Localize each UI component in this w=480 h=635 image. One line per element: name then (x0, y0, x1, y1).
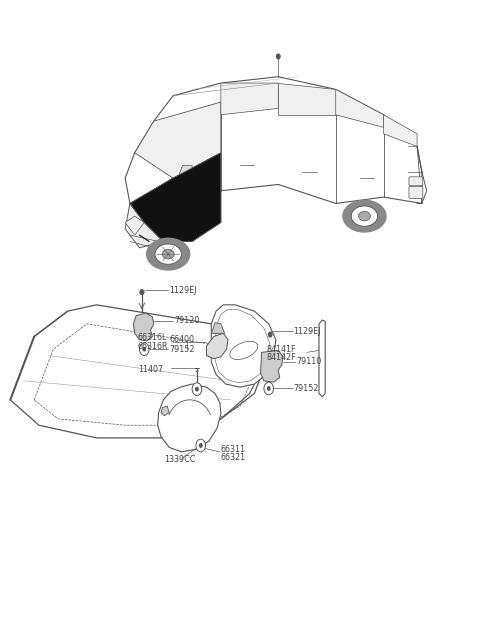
Polygon shape (10, 305, 269, 438)
Ellipse shape (230, 342, 258, 359)
Polygon shape (206, 333, 228, 359)
Circle shape (195, 387, 198, 391)
FancyBboxPatch shape (409, 177, 423, 185)
Polygon shape (161, 406, 169, 416)
Polygon shape (336, 90, 384, 128)
Text: 66400: 66400 (169, 335, 195, 344)
Circle shape (267, 387, 270, 391)
Circle shape (143, 347, 146, 351)
Ellipse shape (162, 250, 174, 259)
Polygon shape (211, 305, 276, 387)
Text: 84142F: 84142F (266, 353, 296, 362)
Text: 11407: 11407 (138, 365, 163, 374)
Polygon shape (278, 83, 336, 115)
Circle shape (199, 444, 202, 448)
Text: 66316L: 66316L (137, 333, 167, 342)
Ellipse shape (359, 211, 371, 221)
Circle shape (268, 332, 272, 337)
Polygon shape (319, 320, 325, 397)
Text: 79152: 79152 (294, 384, 319, 393)
Text: 66316R: 66316R (137, 342, 168, 351)
Text: 66311: 66311 (221, 444, 246, 454)
FancyBboxPatch shape (409, 186, 423, 198)
Circle shape (264, 382, 274, 395)
Polygon shape (221, 83, 278, 115)
Ellipse shape (351, 206, 378, 226)
Circle shape (140, 343, 149, 356)
Ellipse shape (147, 238, 190, 270)
Text: 1339CC: 1339CC (164, 455, 196, 464)
Circle shape (276, 54, 280, 59)
Text: 84141F: 84141F (266, 345, 296, 354)
Polygon shape (133, 313, 154, 341)
Circle shape (192, 383, 202, 396)
Polygon shape (130, 153, 221, 241)
Polygon shape (125, 216, 144, 235)
Polygon shape (261, 351, 283, 382)
Text: 1129EJ: 1129EJ (294, 327, 321, 336)
Text: 79110: 79110 (296, 358, 321, 366)
Polygon shape (384, 115, 417, 147)
Text: 1129EJ: 1129EJ (169, 286, 197, 295)
Ellipse shape (343, 200, 386, 232)
Circle shape (196, 439, 205, 452)
Ellipse shape (155, 244, 181, 264)
Polygon shape (130, 178, 221, 241)
Text: 79120: 79120 (174, 316, 199, 325)
Circle shape (140, 290, 144, 295)
Polygon shape (125, 203, 163, 248)
Polygon shape (135, 102, 221, 178)
Polygon shape (178, 166, 192, 184)
Polygon shape (157, 384, 221, 452)
Polygon shape (211, 323, 225, 333)
Text: 66321: 66321 (221, 453, 246, 462)
Text: 79152: 79152 (169, 345, 195, 354)
